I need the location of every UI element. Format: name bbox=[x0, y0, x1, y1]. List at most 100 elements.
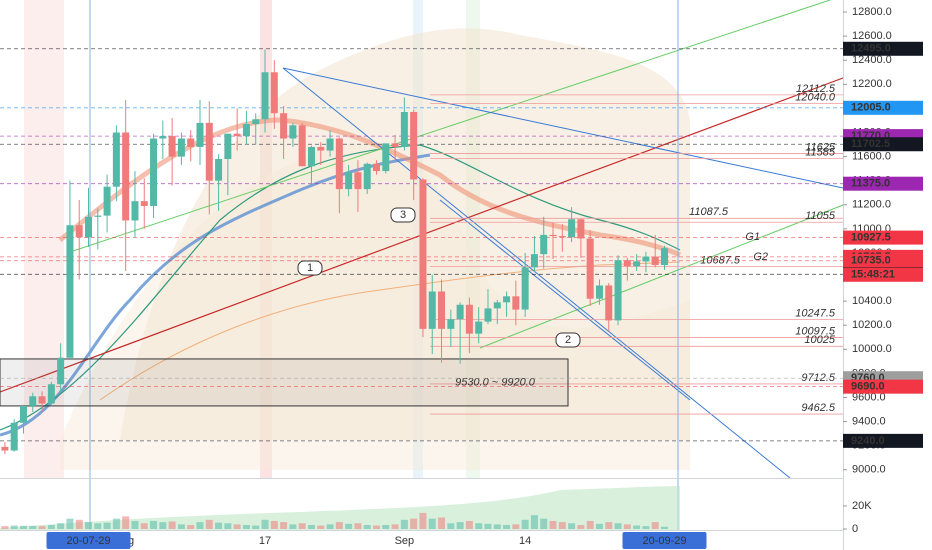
volume-bar bbox=[447, 523, 455, 529]
countdown-tag bbox=[843, 267, 923, 282]
candle-body bbox=[605, 285, 613, 321]
volume-bar bbox=[363, 524, 371, 529]
price-tag-label: 12495.0 bbox=[851, 43, 891, 55]
volume-bar bbox=[465, 520, 473, 529]
candle-body bbox=[47, 384, 55, 404]
level-label: 9712.5 bbox=[801, 372, 836, 384]
volume-bar bbox=[261, 519, 269, 529]
candle-body bbox=[410, 112, 418, 180]
volume-bar bbox=[568, 523, 576, 529]
candle-body bbox=[651, 256, 659, 265]
volume-bar bbox=[307, 524, 315, 529]
candle-body bbox=[196, 122, 204, 147]
level-label: 9462.5 bbox=[801, 402, 836, 414]
candle-body bbox=[307, 146, 315, 167]
volume-bar bbox=[159, 522, 167, 529]
level-label: 11055 bbox=[805, 210, 836, 222]
volume-bar bbox=[586, 520, 594, 529]
volume-bar bbox=[150, 520, 158, 529]
volume-bar bbox=[438, 517, 446, 529]
candle-body bbox=[224, 133, 232, 159]
y-tick-label: 12800.0 bbox=[852, 6, 892, 18]
candle-body bbox=[363, 163, 371, 190]
candle-body bbox=[29, 396, 37, 406]
volume-bar bbox=[177, 524, 185, 529]
volume-bar bbox=[419, 512, 427, 529]
countdown: 15:48:21 bbox=[851, 269, 895, 281]
volume-bar bbox=[252, 525, 260, 529]
line-name: G2 bbox=[753, 251, 768, 263]
candle-body bbox=[614, 260, 622, 321]
x-tick-label: 14 bbox=[519, 535, 531, 547]
level-label: 11585 bbox=[805, 146, 836, 158]
candle-body bbox=[382, 143, 390, 172]
callout: 2 bbox=[565, 334, 571, 346]
candle-body bbox=[512, 296, 520, 310]
candle-body bbox=[568, 219, 576, 238]
candle-body bbox=[447, 319, 455, 329]
callout-box bbox=[555, 332, 581, 348]
volume-bar bbox=[289, 524, 297, 529]
candle-body bbox=[475, 321, 483, 334]
candle-body bbox=[122, 132, 130, 221]
volume-tick-label: 20K bbox=[852, 500, 872, 512]
volume-bar bbox=[660, 526, 668, 529]
candle-body bbox=[187, 138, 195, 147]
volume-bar bbox=[112, 518, 120, 529]
volume-bar bbox=[131, 520, 139, 529]
volume-bar bbox=[75, 519, 83, 529]
volume-bar bbox=[280, 522, 288, 529]
callout: 3 bbox=[400, 209, 406, 221]
y-tick-label: 11600.0 bbox=[852, 150, 891, 162]
candle-body bbox=[19, 405, 27, 423]
volume-bar bbox=[270, 520, 278, 529]
y-tick-label: 12400.0 bbox=[852, 54, 892, 66]
callout: 1 bbox=[307, 262, 313, 274]
line-name: G1 bbox=[745, 231, 760, 243]
candle-body bbox=[159, 136, 167, 139]
volume-bar bbox=[354, 523, 362, 529]
candle-body bbox=[660, 248, 668, 265]
volume-average bbox=[0, 486, 680, 530]
volume-bar bbox=[122, 516, 130, 529]
price-tag-label: 10927.5 bbox=[851, 232, 891, 244]
y-tick-label: 12200.0 bbox=[852, 78, 892, 90]
candle-body bbox=[484, 308, 492, 322]
price-tag bbox=[843, 176, 923, 191]
volume-bar bbox=[317, 525, 325, 529]
price-tag-label: 12005.0 bbox=[851, 102, 891, 114]
candle-body bbox=[205, 122, 213, 181]
volume-bar bbox=[66, 518, 74, 529]
volume-bar bbox=[38, 526, 46, 529]
volume-bar bbox=[475, 523, 483, 529]
candle-body bbox=[465, 304, 473, 334]
y-tick-label: 9600.0 bbox=[852, 391, 886, 403]
volume-bar bbox=[326, 524, 334, 529]
candle-body bbox=[586, 238, 594, 299]
range-label: 9530.0 ~ 9920.0 bbox=[455, 376, 536, 388]
volume-bar bbox=[47, 524, 55, 529]
candle-body bbox=[10, 422, 18, 451]
volume-bar bbox=[382, 524, 390, 529]
level-label: 10097.5 bbox=[795, 325, 836, 337]
volume-bar bbox=[168, 521, 176, 529]
volume-bar bbox=[503, 524, 511, 529]
volume-bar bbox=[410, 518, 418, 529]
range-box bbox=[0, 358, 569, 407]
volume-bar bbox=[205, 519, 213, 529]
volume-bar bbox=[345, 523, 353, 529]
candle-body bbox=[549, 234, 557, 237]
crosshair-date: 20-09-29 bbox=[642, 535, 686, 547]
y-tick-label: 12600.0 bbox=[852, 30, 892, 42]
volume-bar bbox=[19, 525, 27, 529]
volume-bar bbox=[605, 522, 613, 529]
candle-body bbox=[85, 216, 93, 238]
price-tag-label: 9240.0 bbox=[851, 435, 885, 447]
candle-body bbox=[521, 267, 529, 310]
candle-body bbox=[373, 163, 380, 172]
candle-body bbox=[335, 138, 343, 190]
candle-body bbox=[642, 256, 650, 262]
candle-body bbox=[558, 236, 566, 238]
price-tag bbox=[843, 137, 923, 152]
level-label: 10247.5 bbox=[795, 307, 836, 319]
